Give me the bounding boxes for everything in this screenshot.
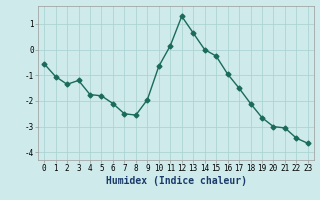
X-axis label: Humidex (Indice chaleur): Humidex (Indice chaleur) bbox=[106, 176, 246, 186]
